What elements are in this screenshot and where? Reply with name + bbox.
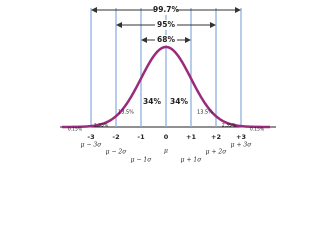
interval-label-bg xyxy=(155,20,177,30)
normal-distribution-diagram: 99.7% 95% 68% 0.15% 2.35% 13.5% 34% 34% 13.5% 2.3… xyxy=(60,5,276,164)
tick-label: -3 xyxy=(87,133,94,141)
region-percent: 2.35% xyxy=(94,123,109,129)
sigma-label: μ − 3σ xyxy=(81,142,103,149)
region-percent: 13.5% xyxy=(118,110,134,116)
region-percent: 34% xyxy=(170,97,188,106)
interval-label: 99.7% xyxy=(153,5,180,14)
sigma-label: μ + 3σ xyxy=(231,142,253,149)
interval-label-bg xyxy=(155,5,177,15)
tick-label: +3 xyxy=(236,133,246,141)
tick-label: 0 xyxy=(164,133,169,141)
tick-label: +2 xyxy=(211,133,221,141)
sigma-label: μ + 1σ xyxy=(181,157,203,164)
tick-label: -1 xyxy=(137,133,145,141)
tick-label: -2 xyxy=(112,133,119,141)
sigma-label: μ − 1σ xyxy=(131,157,153,164)
interval-label-bg xyxy=(155,35,177,45)
interval-label: 68% xyxy=(157,35,175,44)
region-percent: 34% xyxy=(143,97,161,106)
sigma-label: μ + 2σ xyxy=(206,149,228,156)
region-percent: 0.15% xyxy=(68,127,83,133)
tick-label: +1 xyxy=(186,133,196,141)
region-percent: 0.15% xyxy=(250,127,265,133)
interval-label: 95% xyxy=(157,20,175,29)
region-percent: 2.35% xyxy=(222,123,237,129)
bell-curve xyxy=(61,45,271,129)
sigma-label: μ xyxy=(164,148,168,155)
region-percent: 13.5% xyxy=(197,110,213,116)
sigma-label: μ − 2σ xyxy=(106,149,128,156)
